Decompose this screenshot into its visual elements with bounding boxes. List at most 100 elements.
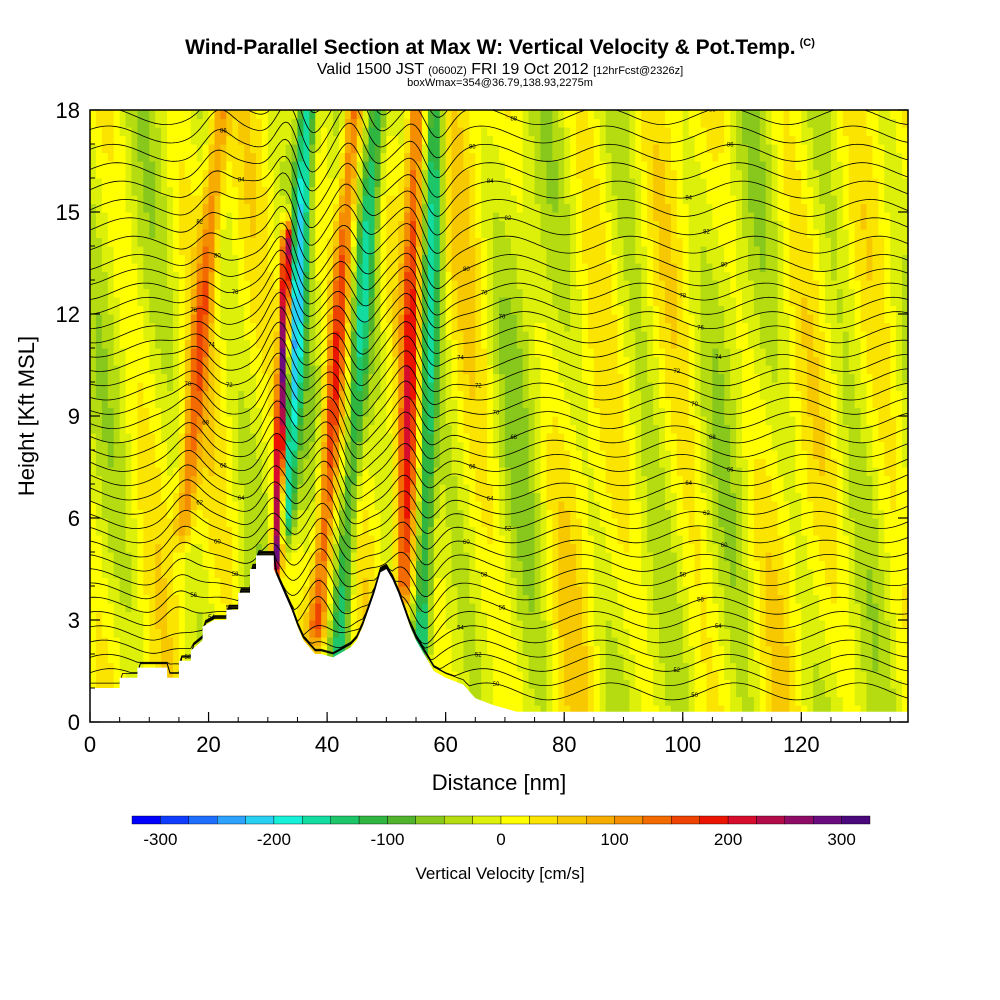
velocity-cell [433,594,441,604]
velocity-cell [208,467,216,477]
velocity-cell [362,169,370,179]
velocity-cell [232,577,239,587]
velocity-cell [167,127,174,137]
velocity-cell [161,560,168,570]
velocity-cell [285,382,293,392]
velocity-cell [398,433,405,443]
velocity-cell [131,560,139,570]
velocity-cell [392,373,399,383]
velocity-cell [321,118,328,128]
velocity-cell [226,118,233,128]
velocity-cell [321,475,328,485]
velocity-cell [267,161,275,171]
velocity-cell [190,280,198,290]
velocity-cell [244,127,251,137]
velocity-cell [137,254,144,264]
velocity-cell [167,195,174,205]
velocity-cell [220,475,227,485]
velocity-cell [398,390,405,400]
velocity-cell [184,416,192,426]
velocity-cell [338,178,346,188]
velocity-cell [350,560,358,570]
velocity-cell [344,356,352,366]
velocity-cell [445,195,453,205]
velocity-cell [433,390,441,400]
velocity-cell [433,492,441,502]
velocity-cell [167,518,174,528]
velocity-cell [333,110,340,120]
velocity-cell [196,322,204,332]
velocity-cell [475,586,482,596]
velocity-cell [404,399,411,409]
velocity-cell [125,203,133,213]
velocity-cell [232,229,239,239]
velocity-cell [155,416,162,426]
velocity-cell [487,696,494,706]
velocity-cell [309,458,316,468]
velocity-cell [338,475,346,485]
velocity-cell [481,254,488,264]
velocity-cell [214,560,222,570]
velocity-cell [202,416,210,426]
velocity-cell [232,118,239,128]
velocity-cell [226,475,233,485]
velocity-cell [410,178,417,188]
velocity-cell [184,339,192,349]
velocity-cell [149,339,156,349]
velocity-cell [238,518,245,528]
velocity-cell [167,526,174,536]
velocity-cell [244,492,251,502]
velocity-cell [267,186,275,196]
velocity-cell [338,203,346,213]
velocity-cell [327,280,334,290]
velocity-cell [90,407,97,417]
velocity-cell [119,203,127,213]
velocity-cell [101,671,109,681]
velocity-cell [155,620,162,630]
velocity-cell [350,586,358,596]
velocity-cell [202,178,210,188]
velocity-cell [356,467,364,477]
velocity-cell [131,424,139,434]
velocity-cell [273,356,281,366]
velocity-cell [469,594,476,604]
velocity-cell [267,467,275,477]
velocity-cell [416,271,423,281]
velocity-cell [475,654,482,664]
velocity-cell [374,382,382,392]
velocity-cell [315,373,322,383]
velocity-cell [356,424,364,434]
velocity-cell [90,254,97,264]
velocity-cell [392,552,399,562]
velocity-cell [463,509,470,519]
velocity-cell [196,399,204,409]
velocity-cell [202,611,210,621]
velocity-cell [439,271,447,281]
velocity-cell [380,467,387,477]
velocity-cell [220,152,227,162]
velocity-cell [410,441,417,451]
velocity-cell [368,552,376,562]
velocity-cell [101,305,109,315]
velocity-cell [167,560,174,570]
velocity-cell [285,484,293,494]
velocity-cell [250,229,257,239]
velocity-cell [155,348,162,358]
velocity-cell [143,203,150,213]
velocity-cell [113,424,121,434]
velocity-cell [493,450,500,460]
velocity-cell [184,220,192,230]
velocity-cell [238,399,245,409]
velocity-cell [303,152,310,162]
velocity-cell [475,144,482,154]
velocity-cell [433,263,441,273]
velocity-cell [368,492,376,502]
velocity-cell [398,543,405,553]
velocity-cell [338,186,346,196]
velocity-cell [338,322,346,332]
velocity-cell [481,696,488,706]
velocity-cell [392,390,399,400]
velocity-cell [226,382,233,392]
velocity-cell [172,399,180,409]
velocity-cell [398,212,405,222]
